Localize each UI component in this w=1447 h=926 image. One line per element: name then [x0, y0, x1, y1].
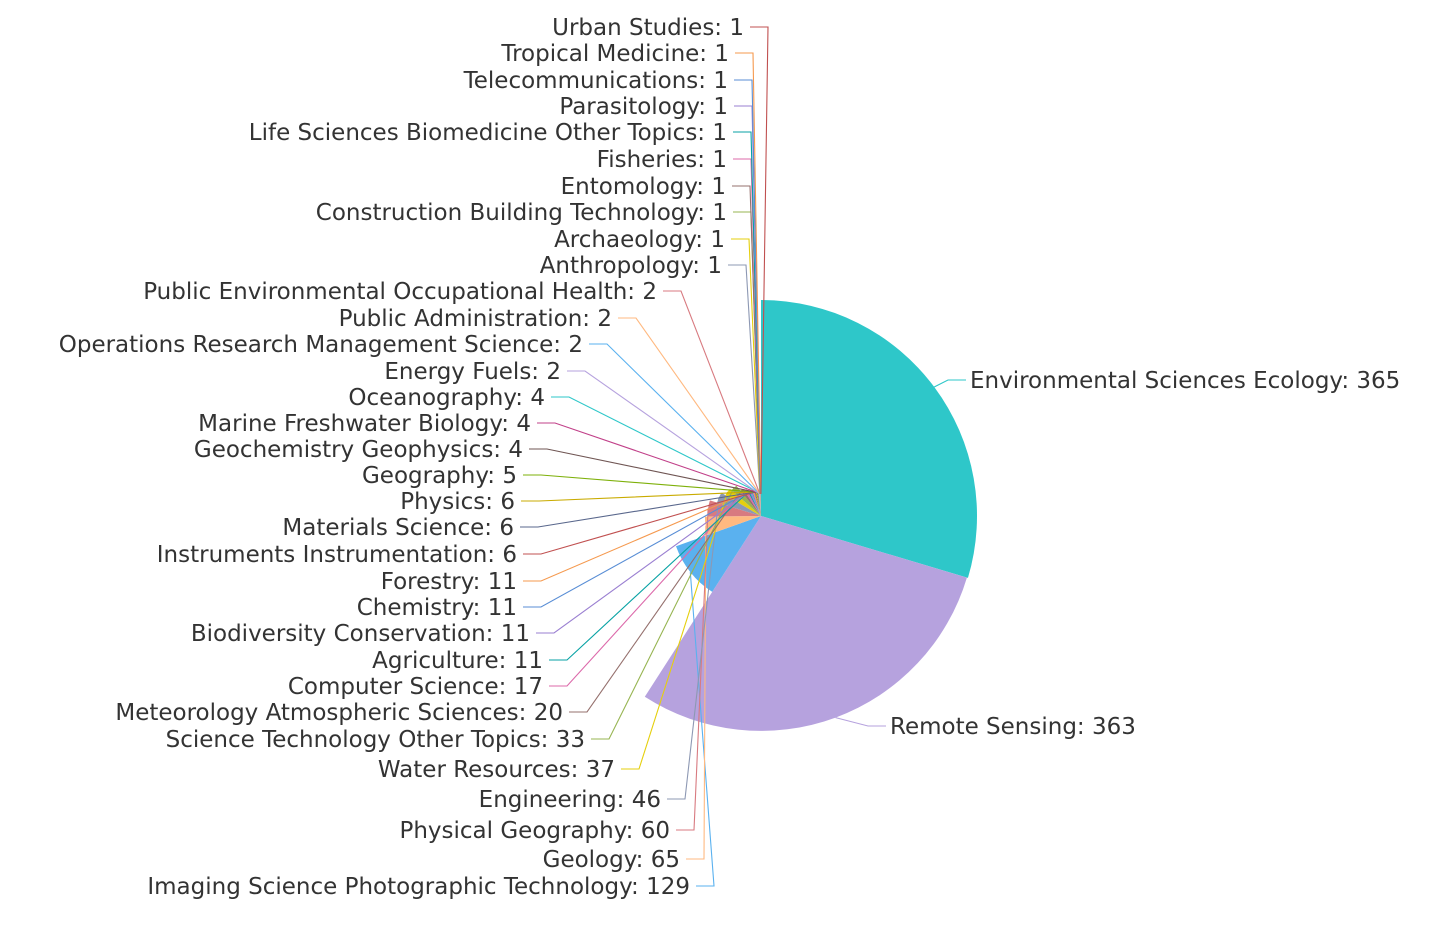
leader-line-computer-science: [549, 489, 746, 687]
leader-line-oceanography: [551, 396, 759, 493]
leader-line-instruments-instrumentation: [523, 491, 755, 555]
slice-geochemistry-geophysics[interactable]: [757, 492, 761, 516]
leader-line-physical-geography: [676, 508, 709, 831]
slice-label-forestry: Forestry: 11: [381, 569, 517, 595]
leader-line-public-environmental-occupational-health: [663, 290, 761, 494]
leader-line-materials-science: [520, 491, 756, 528]
slice-operations-research-management-science[interactable]: [759, 493, 761, 516]
slice-label-remote-sensing: Remote Sensing: 363: [890, 714, 1136, 740]
slice-label-operations-research-management-science: Operations Research Management Science: …: [59, 332, 583, 358]
slice-label-chemistry: Chemistry: 11: [357, 595, 517, 621]
slice-instruments-instrumentation[interactable]: [754, 492, 761, 516]
leader-line-geography: [523, 474, 758, 493]
leader-line-remote-sensing: [835, 717, 886, 727]
slice-computer-science[interactable]: [744, 489, 761, 516]
slice-label-meteorology-atmospheric-sciences: Meteorology Atmospheric Sciences: 20: [115, 700, 563, 726]
slice-label-fisheries: Fisheries: 1: [597, 147, 727, 173]
slice-label-oceanography: Oceanography: 4: [348, 385, 545, 411]
leader-line-chemistry: [523, 489, 752, 608]
slice-oceanography[interactable]: [758, 492, 761, 517]
slice-label-tropical-medicine: Tropical Medicine: 1: [500, 41, 729, 67]
slice-label-water-resources: Water Resources: 37: [378, 757, 615, 783]
slice-label-archaeology: Archaeology: 1: [554, 227, 725, 253]
slice-public-environmental-occupational-health[interactable]: [759, 493, 761, 517]
leader-line-geology: [686, 525, 707, 860]
slice-label-urban-studies: Urban Studies: 1: [552, 15, 744, 41]
leader-line-tropical-medicine: [735, 52, 762, 495]
leader-line-geochemistry-geophysics: [529, 448, 758, 494]
slice-label-life-sciences-biomedicine-other-topics: Life Sciences Biomedicine Other Topics: …: [249, 120, 727, 146]
slice-label-physical-geography: Physical Geography: 60: [399, 818, 670, 844]
leader-line-agriculture: [549, 491, 750, 661]
leader-line-forestry: [523, 489, 754, 582]
slice-label-entomology: Entomology: 1: [561, 174, 726, 200]
slice-label-public-administration: Public Administration: 2: [339, 306, 612, 332]
leader-line-group: [520, 26, 966, 887]
leader-line-entomology: [732, 185, 761, 495]
slice-label-agriculture: Agriculture: 11: [372, 648, 543, 674]
slice-label-physics: Physics: 6: [400, 489, 515, 515]
slice-label-construction-building-technology: Construction Building Technology: 1: [316, 200, 727, 226]
slice-group: [644, 300, 978, 731]
leader-line-marine-freshwater-biology: [537, 422, 759, 494]
slice-archaeology[interactable]: [759, 494, 761, 516]
leader-line-operations-research-management-science: [589, 343, 760, 494]
leader-line-energy-fuels: [567, 370, 760, 495]
leader-line-archaeology: [731, 238, 761, 495]
slice-label-marine-freshwater-biology: Marine Freshwater Biology: 4: [198, 411, 531, 437]
slice-fisheries[interactable]: [760, 494, 761, 516]
slice-forestry[interactable]: [752, 489, 761, 516]
slice-label-energy-fuels: Energy Fuels: 2: [384, 359, 561, 385]
slice-energy-fuels[interactable]: [758, 493, 761, 516]
slice-label-geology: Geology: 65: [543, 847, 680, 873]
leader-line-biodiversity-conservation: [536, 490, 751, 634]
slice-label-environmental-sciences-ecology: Environmental Sciences Ecology: 365: [970, 368, 1400, 394]
slice-science-technology-other-topics[interactable]: [731, 485, 761, 516]
leader-line-environmental-sciences-ecology: [933, 379, 966, 388]
label-group: Environmental Sciences Ecology: 365 Remot…: [59, 15, 1401, 900]
slice-label-instruments-instrumentation: Instruments Instrumentation: 6: [157, 542, 517, 568]
slice-label-engineering: Engineering: 46: [479, 787, 661, 813]
slice-label-science-technology-other-topics: Science Technology Other Topics: 33: [166, 727, 585, 753]
leader-line-telecommunications: [734, 79, 762, 495]
slice-meteorology-atmospheric-sciences[interactable]: [740, 489, 761, 516]
slice-label-materials-science: Materials Science: 6: [282, 515, 514, 541]
slice-chemistry[interactable]: [750, 490, 761, 516]
slice-anthropology[interactable]: [759, 494, 761, 516]
leader-line-public-administration: [618, 317, 760, 494]
leader-line-water-resources: [621, 491, 729, 770]
slice-imaging-science-photographic-technology[interactable]: [676, 516, 761, 592]
leader-line-anthropology: [728, 264, 761, 495]
leader-line-meteorology-atmospheric-sciences: [569, 489, 743, 713]
leader-line-science-technology-other-topics: [591, 487, 735, 740]
slice-materials-science[interactable]: [755, 491, 761, 516]
leader-line-urban-studies: [750, 26, 769, 495]
slice-label-parasitology: Parasitology: 1: [559, 94, 728, 120]
slice-public-administration[interactable]: [759, 493, 761, 516]
slice-label-telecommunications: Telecommunications: 1: [463, 68, 728, 94]
slice-construction-building-technology[interactable]: [760, 494, 761, 516]
slice-agriculture[interactable]: [748, 491, 761, 516]
leader-line-engineering: [667, 497, 720, 800]
slice-label-biodiversity-conservation: Biodiversity Conservation: 11: [191, 621, 530, 647]
slice-label-geography: Geography: 5: [362, 463, 517, 489]
leader-line-life-sciences-biomedicine-other-topics: [733, 131, 762, 495]
slice-label-imaging-science-photographic-technology: Imaging Science Photographic Technology:…: [147, 874, 690, 900]
leader-line-physics: [521, 491, 757, 502]
slice-label-computer-science: Computer Science: 17: [288, 674, 543, 700]
slice-label-public-environmental-occupational-health: Public Environmental Occupational Health…: [143, 279, 657, 305]
slice-biodiversity-conservation[interactable]: [749, 490, 761, 516]
slice-remote-sensing[interactable]: [644, 516, 967, 731]
slice-label-geochemistry-geophysics: Geochemistry Geophysics: 4: [194, 437, 523, 463]
slice-environmental-sciences-ecology[interactable]: [761, 300, 978, 578]
slice-life-sciences-biomedicine-other-topics[interactable]: [760, 494, 761, 516]
slice-marine-freshwater-biology[interactable]: [757, 492, 761, 516]
slice-geography[interactable]: [756, 492, 761, 516]
slice-physics[interactable]: [755, 491, 761, 516]
slice-label-anthropology: Anthropology: 1: [540, 253, 722, 279]
slice-entomology[interactable]: [760, 494, 761, 516]
